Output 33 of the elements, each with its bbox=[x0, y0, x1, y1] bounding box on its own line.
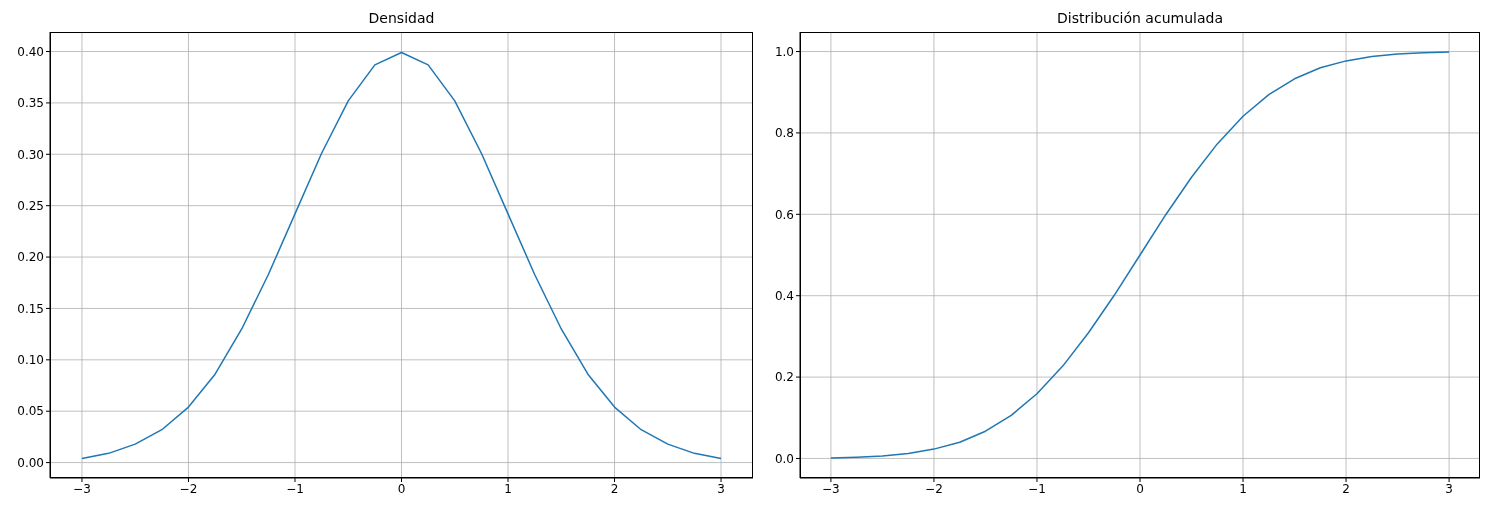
x-tick-label: 3 bbox=[717, 481, 725, 496]
x-tick-label: 2 bbox=[610, 481, 619, 496]
y-tick-label: 1.0 bbox=[774, 44, 794, 59]
y-tick-label: 0.15 bbox=[17, 301, 44, 316]
line-series bbox=[830, 51, 1450, 459]
y-tick-label: 0.20 bbox=[17, 250, 44, 265]
y-tick-label: 0.0 bbox=[774, 451, 794, 466]
y-tick-label: 0.30 bbox=[17, 147, 44, 162]
y-tick-label: 0.35 bbox=[17, 96, 44, 111]
y-tick-label: 0.25 bbox=[17, 198, 44, 213]
x-tick-label: −1 bbox=[286, 481, 304, 496]
x-tick-label: 1 bbox=[1239, 481, 1247, 496]
x-tick-label: −1 bbox=[1028, 481, 1046, 496]
x-tick-label: 0 bbox=[1136, 481, 1144, 496]
chart-title: Densidad bbox=[367, 10, 436, 26]
y-tick-label: 0.10 bbox=[17, 353, 44, 368]
y-tick-label: 0.05 bbox=[17, 404, 44, 419]
y-tick-label: 0.8 bbox=[774, 126, 794, 141]
y-tick-label: 0.4 bbox=[774, 288, 794, 303]
line-series bbox=[81, 51, 722, 460]
x-tick-label: −3 bbox=[73, 481, 91, 496]
y-tick-label: 0.6 bbox=[774, 207, 794, 222]
x-tick-label: −2 bbox=[179, 481, 198, 496]
x-tick-label: −3 bbox=[822, 481, 840, 496]
x-tick-label: −2 bbox=[925, 481, 943, 496]
x-tick-label: 2 bbox=[1342, 481, 1350, 496]
y-tick-label: 0.00 bbox=[17, 455, 44, 470]
y-tick-label: 0.2 bbox=[774, 370, 794, 385]
x-tick-label: 0 bbox=[397, 481, 406, 496]
x-tick-label: 1 bbox=[504, 481, 512, 496]
y-tick-label: 0.40 bbox=[17, 44, 44, 59]
x-tick-label: 3 bbox=[1445, 481, 1453, 496]
chart-title: Distribución acumulada bbox=[1056, 10, 1224, 26]
